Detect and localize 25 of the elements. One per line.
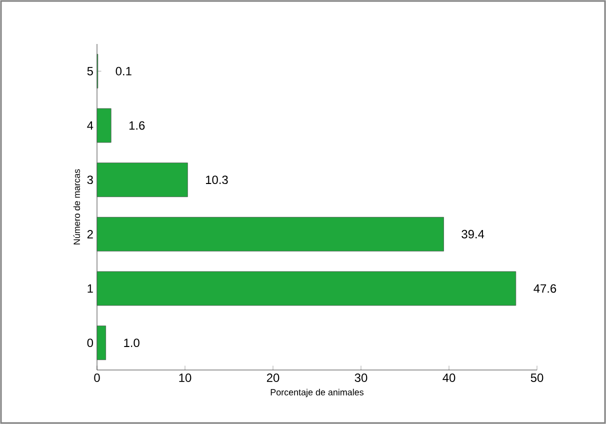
x-tick-label: 30	[354, 374, 368, 382]
y-tick-label: 1	[88, 284, 93, 293]
y-axis-title: Número de marcas	[73, 169, 80, 244]
data-label: 1.6	[129, 121, 145, 130]
y-tick-label: 2	[87, 230, 93, 238]
data-label: 10.3	[206, 176, 228, 184]
x-tick-label: 50	[530, 374, 544, 382]
data-label: 39.4	[462, 230, 484, 238]
x-tick-label: 10	[179, 374, 192, 382]
x-axis-title: Porcentaje de animales	[270, 388, 364, 398]
x-tick-label: 0	[94, 374, 100, 382]
bar	[96, 162, 188, 198]
y-tick-label: 3	[87, 176, 93, 184]
x-tick-label: 20	[266, 374, 280, 382]
bar	[96, 216, 444, 252]
data-label: 47.6	[534, 284, 556, 293]
bar	[96, 326, 106, 360]
y-tick-label: 0	[87, 338, 94, 348]
data-label: 0.1	[116, 66, 132, 76]
bar	[96, 271, 516, 306]
bar	[96, 108, 112, 143]
y-tick-label: 5	[87, 67, 93, 76]
data-label: 1.0	[124, 338, 140, 348]
y-tick-label: 4	[87, 121, 94, 130]
x-tick-label: 40	[442, 374, 456, 382]
